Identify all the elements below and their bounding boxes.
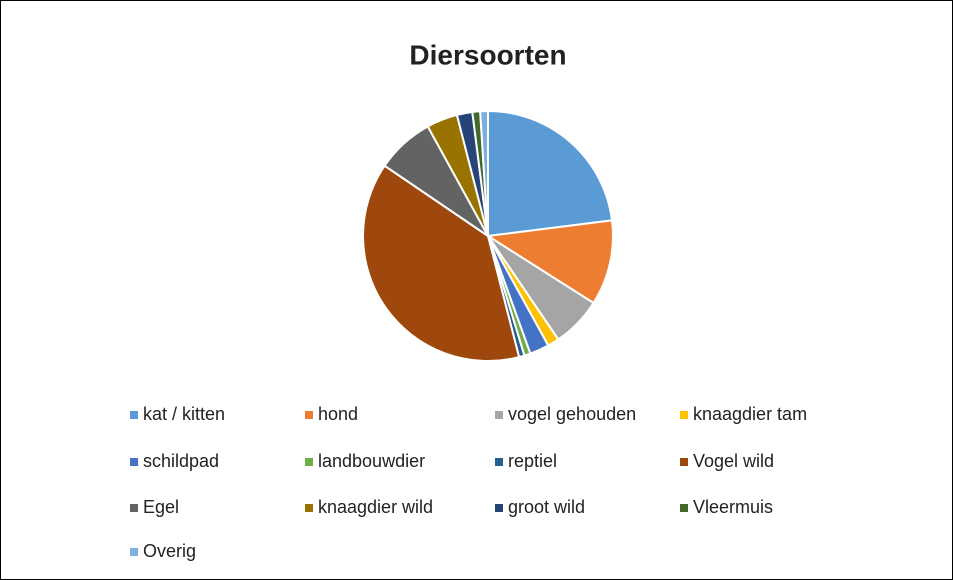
legend-label: kat / kitten [143, 404, 225, 424]
legend-label: knaagdier wild [318, 497, 433, 517]
legend-label: vogel gehouden [508, 404, 636, 424]
legend-swatch [495, 411, 503, 419]
legend-swatch [130, 458, 138, 466]
pie-slice [485, 219, 614, 305]
legend-swatch [130, 411, 138, 419]
pie-slice [479, 109, 489, 237]
legend-label: groot wild [508, 497, 585, 517]
legend-swatch [680, 411, 688, 419]
legend-label: schildpad [143, 451, 219, 471]
legend-swatch [305, 458, 313, 466]
chart-title: Diersoorten [409, 39, 566, 70]
legend-label: knaagdier tam [693, 404, 807, 424]
legend-label: landbouwdier [318, 451, 425, 471]
pie-slice [487, 109, 614, 238]
legend-swatch [130, 504, 138, 512]
legend-label: reptiel [508, 451, 557, 471]
legend-label: Egel [143, 497, 179, 517]
pie-slice [362, 164, 521, 362]
legend-swatch [495, 504, 503, 512]
legend-swatch [495, 458, 503, 466]
legend-swatch [680, 458, 688, 466]
legend-swatch [680, 504, 688, 512]
legend-label: Vleermuis [693, 497, 773, 517]
legend-swatch [130, 548, 138, 556]
legend-swatch [305, 504, 313, 512]
legend-label: hond [318, 404, 358, 424]
legend-swatch [305, 411, 313, 419]
legend-label: Overig [143, 541, 196, 561]
legend-label: Vogel wild [693, 451, 774, 471]
